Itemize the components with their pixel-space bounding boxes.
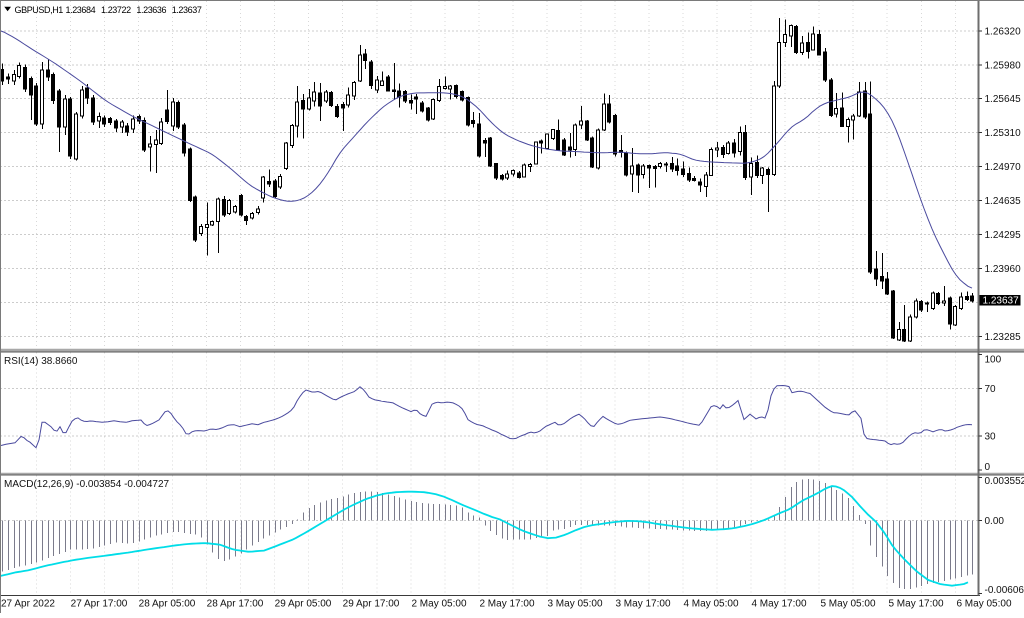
svg-text:27 Apr 17:00: 27 Apr 17:00 bbox=[71, 599, 128, 610]
svg-text:30: 30 bbox=[985, 432, 997, 443]
svg-text:27 Apr 2022: 27 Apr 2022 bbox=[1, 599, 55, 610]
svg-text:RSI(14) 38.8660: RSI(14) 38.8660 bbox=[4, 356, 78, 367]
svg-text:1.24295: 1.24295 bbox=[985, 230, 1022, 241]
svg-text:1.23637: 1.23637 bbox=[172, 5, 202, 15]
svg-text:1.26320: 1.26320 bbox=[985, 26, 1022, 37]
svg-text:1.23684: 1.23684 bbox=[66, 5, 96, 15]
svg-text:1.23285: 1.23285 bbox=[985, 332, 1022, 343]
svg-text:29 Apr 17:00: 29 Apr 17:00 bbox=[343, 599, 400, 610]
svg-text:0: 0 bbox=[985, 462, 991, 473]
svg-text:1.23637: 1.23637 bbox=[983, 296, 1020, 307]
svg-text:3 May 05:00: 3 May 05:00 bbox=[547, 599, 602, 610]
svg-text:1.25645: 1.25645 bbox=[985, 94, 1022, 105]
svg-text:GBPUSD,H1: GBPUSD,H1 bbox=[15, 5, 64, 15]
svg-text:29 Apr 05:00: 29 Apr 05:00 bbox=[275, 599, 332, 610]
svg-text:MACD(12,26,9) -0.003854 -0.004: MACD(12,26,9) -0.003854 -0.004727 bbox=[4, 479, 170, 490]
svg-text:1.25980: 1.25980 bbox=[985, 60, 1022, 71]
svg-text:1.24635: 1.24635 bbox=[985, 196, 1022, 207]
svg-text:-0.006061: -0.006061 bbox=[985, 585, 1024, 596]
svg-text:1.23960: 1.23960 bbox=[985, 264, 1022, 275]
svg-text:1.23722: 1.23722 bbox=[101, 5, 131, 15]
svg-text:4 May 05:00: 4 May 05:00 bbox=[683, 599, 738, 610]
svg-text:0.00: 0.00 bbox=[985, 516, 1005, 527]
svg-text:28 Apr 17:00: 28 Apr 17:00 bbox=[207, 599, 264, 610]
svg-text:28 Apr 05:00: 28 Apr 05:00 bbox=[139, 599, 196, 610]
svg-text:3 May 17:00: 3 May 17:00 bbox=[615, 599, 670, 610]
svg-text:5 May 17:00: 5 May 17:00 bbox=[888, 599, 943, 610]
svg-text:1.25310: 1.25310 bbox=[985, 128, 1022, 139]
svg-text:2 May 05:00: 2 May 05:00 bbox=[411, 599, 466, 610]
svg-text:2 May 17:00: 2 May 17:00 bbox=[479, 599, 534, 610]
svg-text:6 May 05:00: 6 May 05:00 bbox=[956, 599, 1011, 610]
svg-text:4 May 17:00: 4 May 17:00 bbox=[751, 599, 806, 610]
svg-text:100: 100 bbox=[985, 355, 1002, 366]
svg-text:0.003552: 0.003552 bbox=[985, 476, 1024, 487]
svg-text:70: 70 bbox=[985, 384, 997, 395]
svg-text:1.23636: 1.23636 bbox=[136, 5, 166, 15]
svg-text:5 May 05:00: 5 May 05:00 bbox=[820, 599, 875, 610]
svg-text:1.24970: 1.24970 bbox=[985, 162, 1022, 173]
